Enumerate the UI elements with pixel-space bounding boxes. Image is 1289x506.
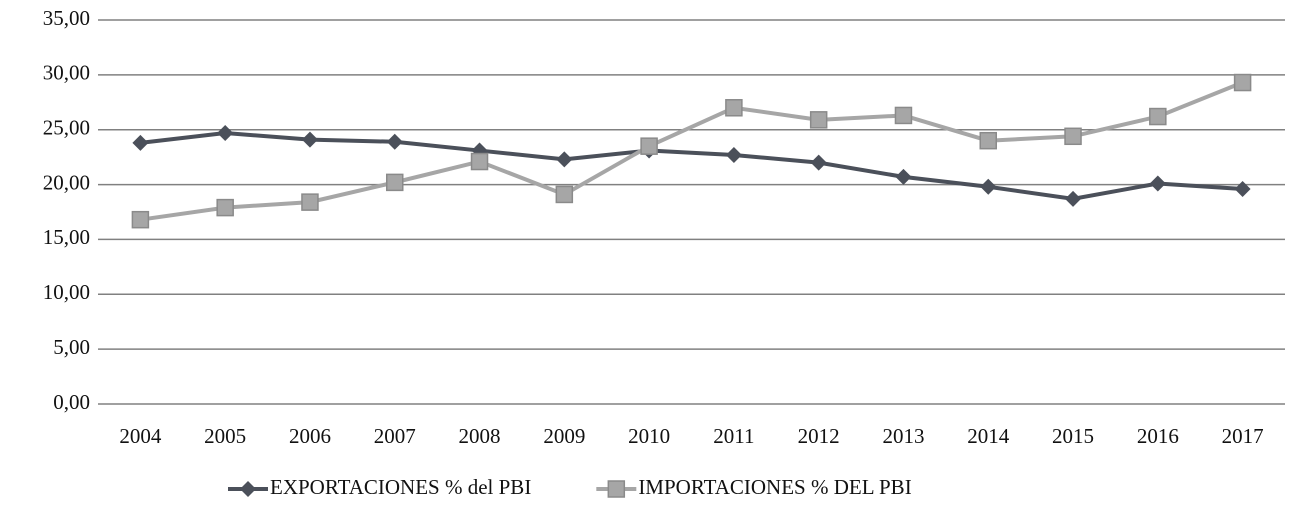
x-tick-label: 2004 bbox=[119, 424, 162, 448]
y-tick-label: 30,00 bbox=[43, 61, 90, 85]
point bbox=[1233, 73, 1252, 92]
point bbox=[556, 151, 573, 168]
point bbox=[131, 210, 150, 229]
point bbox=[640, 137, 658, 155]
x-tick-label: 2005 bbox=[204, 424, 246, 448]
x-tick-label: 2010 bbox=[628, 424, 670, 448]
point bbox=[470, 152, 489, 171]
y-tick-label: 15,00 bbox=[43, 225, 90, 249]
point bbox=[1065, 190, 1082, 207]
point bbox=[386, 133, 403, 150]
point bbox=[555, 185, 574, 204]
x-tick-label: 2013 bbox=[882, 424, 924, 448]
series-line bbox=[140, 80, 1244, 222]
y-tick-label: 25,00 bbox=[43, 116, 90, 140]
legend-label: IMPORTACIONES % DEL PBI bbox=[638, 475, 911, 499]
point bbox=[386, 173, 404, 192]
point bbox=[1234, 180, 1251, 197]
y-tick-label: 5,00 bbox=[53, 335, 90, 359]
x-tick-label: 2009 bbox=[543, 424, 585, 448]
point bbox=[132, 134, 149, 151]
x-tick-label: 2014 bbox=[967, 424, 1010, 448]
point bbox=[725, 146, 742, 163]
point bbox=[301, 131, 318, 148]
x-tick-label: 2006 bbox=[289, 424, 331, 448]
x-tick-label: 2011 bbox=[713, 424, 754, 448]
point bbox=[810, 154, 827, 171]
x-tick-label: 2012 bbox=[798, 424, 840, 448]
series-line bbox=[140, 130, 1243, 201]
point bbox=[1149, 175, 1166, 192]
point bbox=[895, 168, 912, 185]
y-tick-label: 20,00 bbox=[43, 170, 90, 194]
point bbox=[1149, 107, 1167, 126]
y-tick-label: 35,00 bbox=[43, 6, 90, 30]
point bbox=[980, 178, 997, 195]
y-tick-label: 10,00 bbox=[43, 280, 90, 304]
point bbox=[809, 111, 828, 129]
x-tick-label: 2017 bbox=[1222, 424, 1264, 448]
point bbox=[217, 125, 234, 142]
point bbox=[301, 193, 319, 211]
y-tick-label: 0,00 bbox=[53, 390, 90, 414]
point bbox=[1064, 127, 1082, 146]
x-tick-label: 2015 bbox=[1052, 424, 1094, 448]
point bbox=[216, 198, 234, 217]
point bbox=[240, 481, 256, 497]
x-tick-label: 2007 bbox=[374, 424, 416, 448]
point bbox=[725, 99, 743, 117]
point bbox=[607, 480, 626, 498]
x-tick-label: 2016 bbox=[1137, 424, 1179, 448]
point bbox=[979, 131, 997, 150]
x-tick-label: 2008 bbox=[459, 424, 501, 448]
legend-label: EXPORTACIONES % del PBI bbox=[270, 475, 531, 499]
point bbox=[894, 106, 913, 125]
